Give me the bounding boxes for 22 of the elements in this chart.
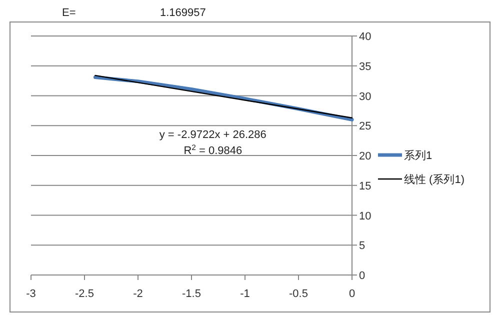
- text: E=: [62, 7, 76, 19]
- x-tick-label: -2.5: [75, 288, 94, 300]
- y-tick-label: 0: [359, 270, 366, 282]
- legend-label: 线性 (系列1): [404, 173, 464, 186]
- y-tick-label: 40: [359, 31, 372, 43]
- annotation: y = -2.9722x + 26.286: [159, 129, 266, 141]
- x-tick-label: -1: [240, 288, 250, 300]
- y-tick-label: 30: [359, 90, 372, 103]
- y-tick-label: 5: [359, 240, 366, 252]
- y-tick-label: 15: [359, 180, 372, 192]
- y-tick-label: 35: [359, 60, 372, 73]
- x-tick-label: -1.5: [182, 288, 201, 300]
- legend-label: 系列1: [404, 149, 432, 162]
- y-tick-label: 10: [359, 210, 372, 222]
- x-tick-label: -0.5: [289, 288, 308, 300]
- annotation: R$^{2}$ = 0.9846: [184, 142, 242, 157]
- x-tick-label: 0: [348, 288, 356, 300]
- text: 1.169957: [160, 7, 206, 19]
- x-tick-label: -3: [26, 288, 36, 300]
- y-tick-label: 25: [359, 120, 372, 133]
- y-tick-label: 20: [359, 150, 372, 162]
- x-tick-label: -2: [133, 288, 143, 300]
